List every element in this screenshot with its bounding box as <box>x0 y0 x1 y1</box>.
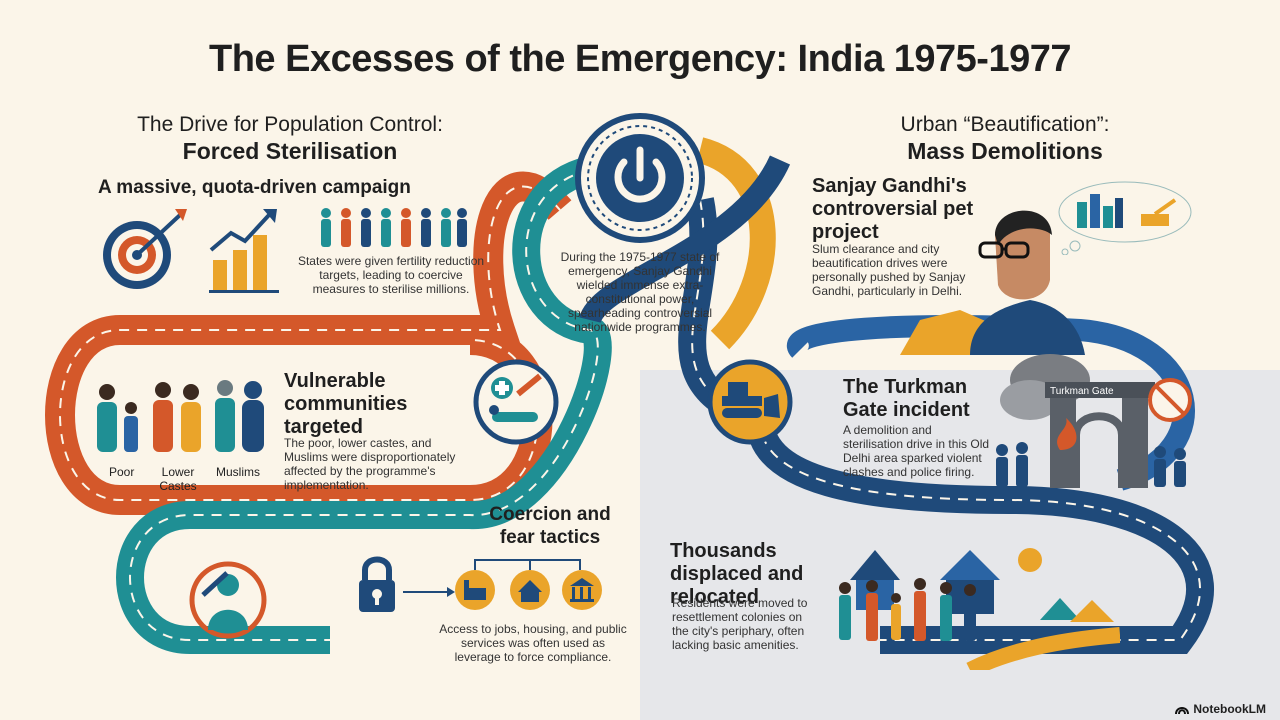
left-section-heading: The Drive for Population Control: Forced… <box>110 112 470 164</box>
services-icons <box>455 559 602 610</box>
sanjay-gandhi-portrait <box>900 210 1085 355</box>
campaign-text: States were given fertility reduction ta… <box>297 254 485 296</box>
pet-project-text: Slum clearance and city beautification d… <box>812 242 966 298</box>
people-crowd-icon <box>321 208 467 247</box>
vulnerable-text: The poor, lower castes, and Muslims were… <box>284 436 456 492</box>
label-poor: Poor <box>109 465 135 479</box>
community-figures-icon <box>97 380 264 452</box>
right-heading-line1: Urban “Beautification”: <box>900 113 1110 136</box>
blue-road <box>786 315 1195 491</box>
displaced-people-scene <box>839 548 1120 670</box>
lock-icon <box>359 556 455 612</box>
rising-chart-icon <box>209 209 279 293</box>
left-heading-line1: The Drive for Population Control: <box>137 113 443 136</box>
turkman-text: A demolition and sterilisation drive in … <box>843 423 990 479</box>
notebooklm-logo-icon <box>1175 707 1190 715</box>
displaced-title: Thousands displaced and relocated <box>670 540 804 608</box>
coerced-person-icon <box>189 561 267 639</box>
center-text: During the 1975-1977 state of emergency,… <box>560 250 720 334</box>
label-lower-castes: Lower Castes <box>159 465 197 493</box>
pet-project-title: Sanjay Gandhi's controversial pet projec… <box>812 175 974 243</box>
power-icon <box>575 113 705 243</box>
target-icon <box>103 209 187 289</box>
campaign-title: A massive, quota-driven campaign <box>98 177 411 198</box>
turkman-title: The Turkman Gate incident <box>843 376 970 421</box>
notebooklm-watermark: NotebookLM <box>1175 702 1266 716</box>
vulnerable-title: Vulnerable communities targeted <box>284 370 408 438</box>
coercion-title: Coercion and fear tactics <box>489 504 611 548</box>
turkman-gate-label: Turkman Gate <box>1050 386 1114 397</box>
left-heading-line2: Forced Sterilisation <box>182 138 398 164</box>
right-heading-line2: Mass Demolitions <box>907 138 1103 164</box>
label-muslims: Muslims <box>216 465 260 479</box>
medical-syringe-icon <box>473 359 559 445</box>
coercion-text: Access to jobs, housing, and public serv… <box>439 622 627 664</box>
thought-bubble-city-icon <box>1058 181 1192 255</box>
page-title: The Excesses of the Emergency: India 197… <box>209 38 1071 80</box>
right-section-heading: Urban “Beautification”: Mass Demolitions <box>830 112 1180 164</box>
turkman-gate-scene <box>996 354 1192 488</box>
bulldozer-icon <box>707 359 793 445</box>
watermark-text: NotebookLM <box>1193 702 1266 716</box>
gold-road <box>696 137 776 350</box>
displaced-text: Residents were moved to resettlement col… <box>672 596 808 652</box>
